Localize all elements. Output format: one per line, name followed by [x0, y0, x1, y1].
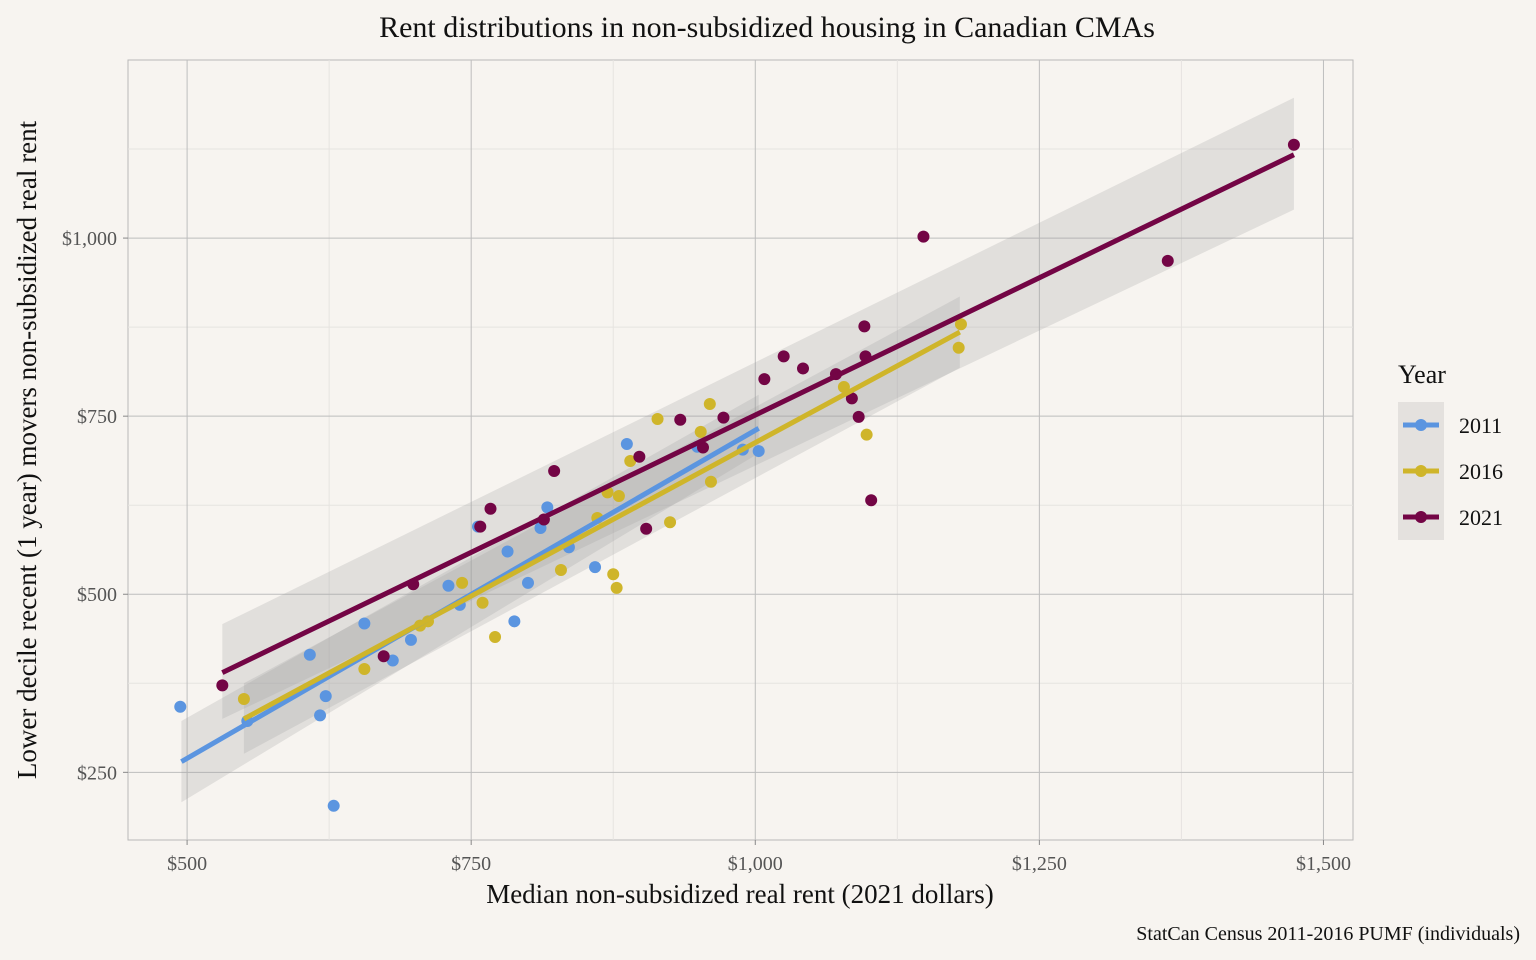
data-point-2011: [442, 579, 455, 592]
y-axis-ticks: $250 $500 $750 $1,000: [62, 228, 128, 784]
confidence-band-2021: [222, 97, 1294, 719]
x-tick-label: $1,500: [1296, 853, 1351, 875]
data-point-2016: [476, 596, 489, 609]
data-point-2011: [314, 709, 327, 722]
data-point-2021: [777, 350, 790, 363]
data-point-2021: [633, 450, 646, 463]
data-point-2011: [541, 501, 554, 514]
data-point-2011: [303, 648, 316, 661]
y-tick-label: $250: [77, 762, 117, 784]
data-point-2016: [554, 564, 567, 577]
legend-dot-2011: [1415, 419, 1427, 431]
data-point-2011: [358, 617, 371, 630]
x-tick-label: $750: [451, 853, 491, 875]
data-point-2016: [607, 568, 620, 581]
data-point-2021: [758, 373, 771, 386]
data-point-2021: [216, 679, 229, 692]
y-tick-label: $750: [77, 406, 117, 428]
data-point-2021: [674, 413, 687, 426]
caption: StatCan Census 2011-2016 PUMF (individua…: [1136, 923, 1520, 945]
x-axis-ticks: $500 $750 $1,000 $1,250 $1,500: [167, 840, 1351, 875]
data-point-2011: [508, 615, 521, 628]
data-point-2011: [319, 690, 332, 703]
x-axis-label: Median non-subsidized real rent (2021 do…: [486, 879, 994, 909]
legend-title: Year: [1398, 360, 1446, 389]
data-point-2016: [624, 455, 637, 468]
legend: Year 2011 2016 2021: [1398, 360, 1503, 540]
data-point-2021: [377, 650, 390, 663]
data-point-2016: [694, 425, 707, 438]
minor-gridlines: [128, 60, 1353, 840]
x-tick-label: $1,250: [1012, 853, 1067, 875]
legend-label-2021: 2021: [1459, 505, 1503, 530]
data-point-2021: [917, 230, 930, 243]
data-point-2016: [837, 380, 850, 393]
data-point-2021: [548, 465, 561, 478]
legend-dot-2016: [1415, 465, 1427, 477]
data-point-2011: [404, 633, 417, 646]
legend-label-2011: 2011: [1459, 413, 1502, 438]
data-point-2021: [797, 362, 809, 375]
data-point-2011: [620, 437, 633, 450]
data-point-2016: [456, 576, 469, 589]
data-point-2016: [954, 318, 967, 331]
data-point-2011: [522, 576, 534, 589]
data-point-2016: [610, 581, 623, 594]
data-point-2021: [474, 520, 487, 533]
plot-area: [127, 59, 1354, 841]
data-point-2011: [752, 445, 765, 458]
fit-line-2021: [221, 152, 1295, 675]
data-point-2021: [845, 392, 858, 405]
data-point-2011: [501, 545, 514, 558]
data-point-2021: [858, 320, 871, 333]
data-point-2011: [589, 561, 602, 574]
data-point-2016: [612, 489, 625, 502]
plot-panel: [127, 59, 1354, 841]
data-point-2016: [358, 663, 371, 676]
data-point-2021: [865, 494, 878, 507]
data-point-2011: [174, 700, 187, 713]
data-point-2016: [952, 341, 965, 354]
data-point-2021: [484, 502, 497, 515]
data-point-2021: [717, 411, 730, 424]
x-tick-label: $1,000: [728, 853, 783, 875]
major-gridlines: [128, 60, 1353, 840]
x-tick-label: $500: [167, 853, 207, 875]
data-point-2021: [1161, 254, 1174, 267]
legend-dot-2021: [1415, 511, 1427, 523]
data-point-2016: [704, 475, 717, 488]
data-point-2016: [489, 630, 502, 643]
data-point-2011: [386, 654, 399, 667]
fit-line-2016: [242, 329, 962, 722]
data-point-2016: [237, 692, 250, 705]
data-point-2016: [664, 516, 677, 529]
fit-lines: [180, 152, 1295, 764]
data-point-2021: [1287, 138, 1300, 151]
y-tick-label: $500: [77, 584, 117, 606]
data-point-2016: [703, 398, 716, 411]
data-point-2021: [640, 522, 653, 535]
data-point-2021: [852, 410, 865, 423]
data-point-2011: [327, 799, 340, 812]
data-point-2016: [651, 413, 664, 426]
chart-title: Rent distributions in non-subsidized hou…: [379, 11, 1155, 44]
legend-label-2016: 2016: [1459, 459, 1503, 484]
data-point-2016: [860, 428, 873, 441]
y-tick-label: $1,000: [62, 228, 117, 250]
y-axis-label: Lower decile recent (1 year) movers non-…: [12, 120, 42, 779]
